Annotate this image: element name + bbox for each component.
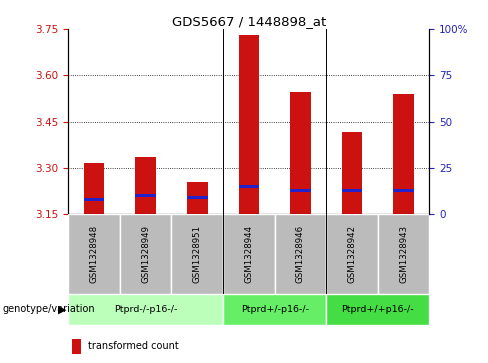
- Text: Ptprd-/-p16-/-: Ptprd-/-p16-/-: [114, 305, 178, 314]
- Bar: [187, 196, 207, 199]
- Bar: [72, 339, 81, 354]
- Bar: [326, 294, 429, 325]
- Text: Ptprd+/+p16-/-: Ptprd+/+p16-/-: [342, 305, 414, 314]
- Bar: [135, 194, 156, 197]
- Bar: [223, 294, 326, 325]
- Bar: [342, 132, 363, 214]
- Text: GSM1328948: GSM1328948: [90, 225, 99, 283]
- Bar: [239, 185, 259, 188]
- Bar: [120, 214, 171, 294]
- Text: GSM1328944: GSM1328944: [244, 225, 253, 283]
- Bar: [393, 94, 414, 214]
- Text: GSM1328951: GSM1328951: [193, 225, 202, 283]
- Bar: [342, 188, 363, 192]
- Bar: [171, 214, 223, 294]
- Bar: [239, 35, 259, 214]
- Bar: [326, 214, 378, 294]
- Text: GSM1328942: GSM1328942: [347, 225, 357, 283]
- Bar: [84, 163, 104, 214]
- Text: genotype/variation: genotype/variation: [2, 305, 95, 314]
- Bar: [68, 214, 120, 294]
- Bar: [68, 294, 223, 325]
- Bar: [223, 214, 275, 294]
- Bar: [378, 214, 429, 294]
- Bar: [393, 188, 414, 192]
- Bar: [135, 157, 156, 214]
- Bar: [187, 182, 207, 214]
- Text: GSM1328943: GSM1328943: [399, 225, 408, 283]
- Bar: [290, 92, 311, 214]
- Bar: [290, 188, 311, 192]
- Text: Ptprd+/-p16-/-: Ptprd+/-p16-/-: [241, 305, 309, 314]
- Bar: [84, 198, 104, 201]
- Text: GSM1328946: GSM1328946: [296, 225, 305, 283]
- Bar: [275, 214, 326, 294]
- Title: GDS5667 / 1448898_at: GDS5667 / 1448898_at: [172, 15, 326, 28]
- Text: transformed count: transformed count: [88, 341, 179, 351]
- Text: GSM1328949: GSM1328949: [141, 225, 150, 283]
- Text: ▶: ▶: [58, 305, 66, 314]
